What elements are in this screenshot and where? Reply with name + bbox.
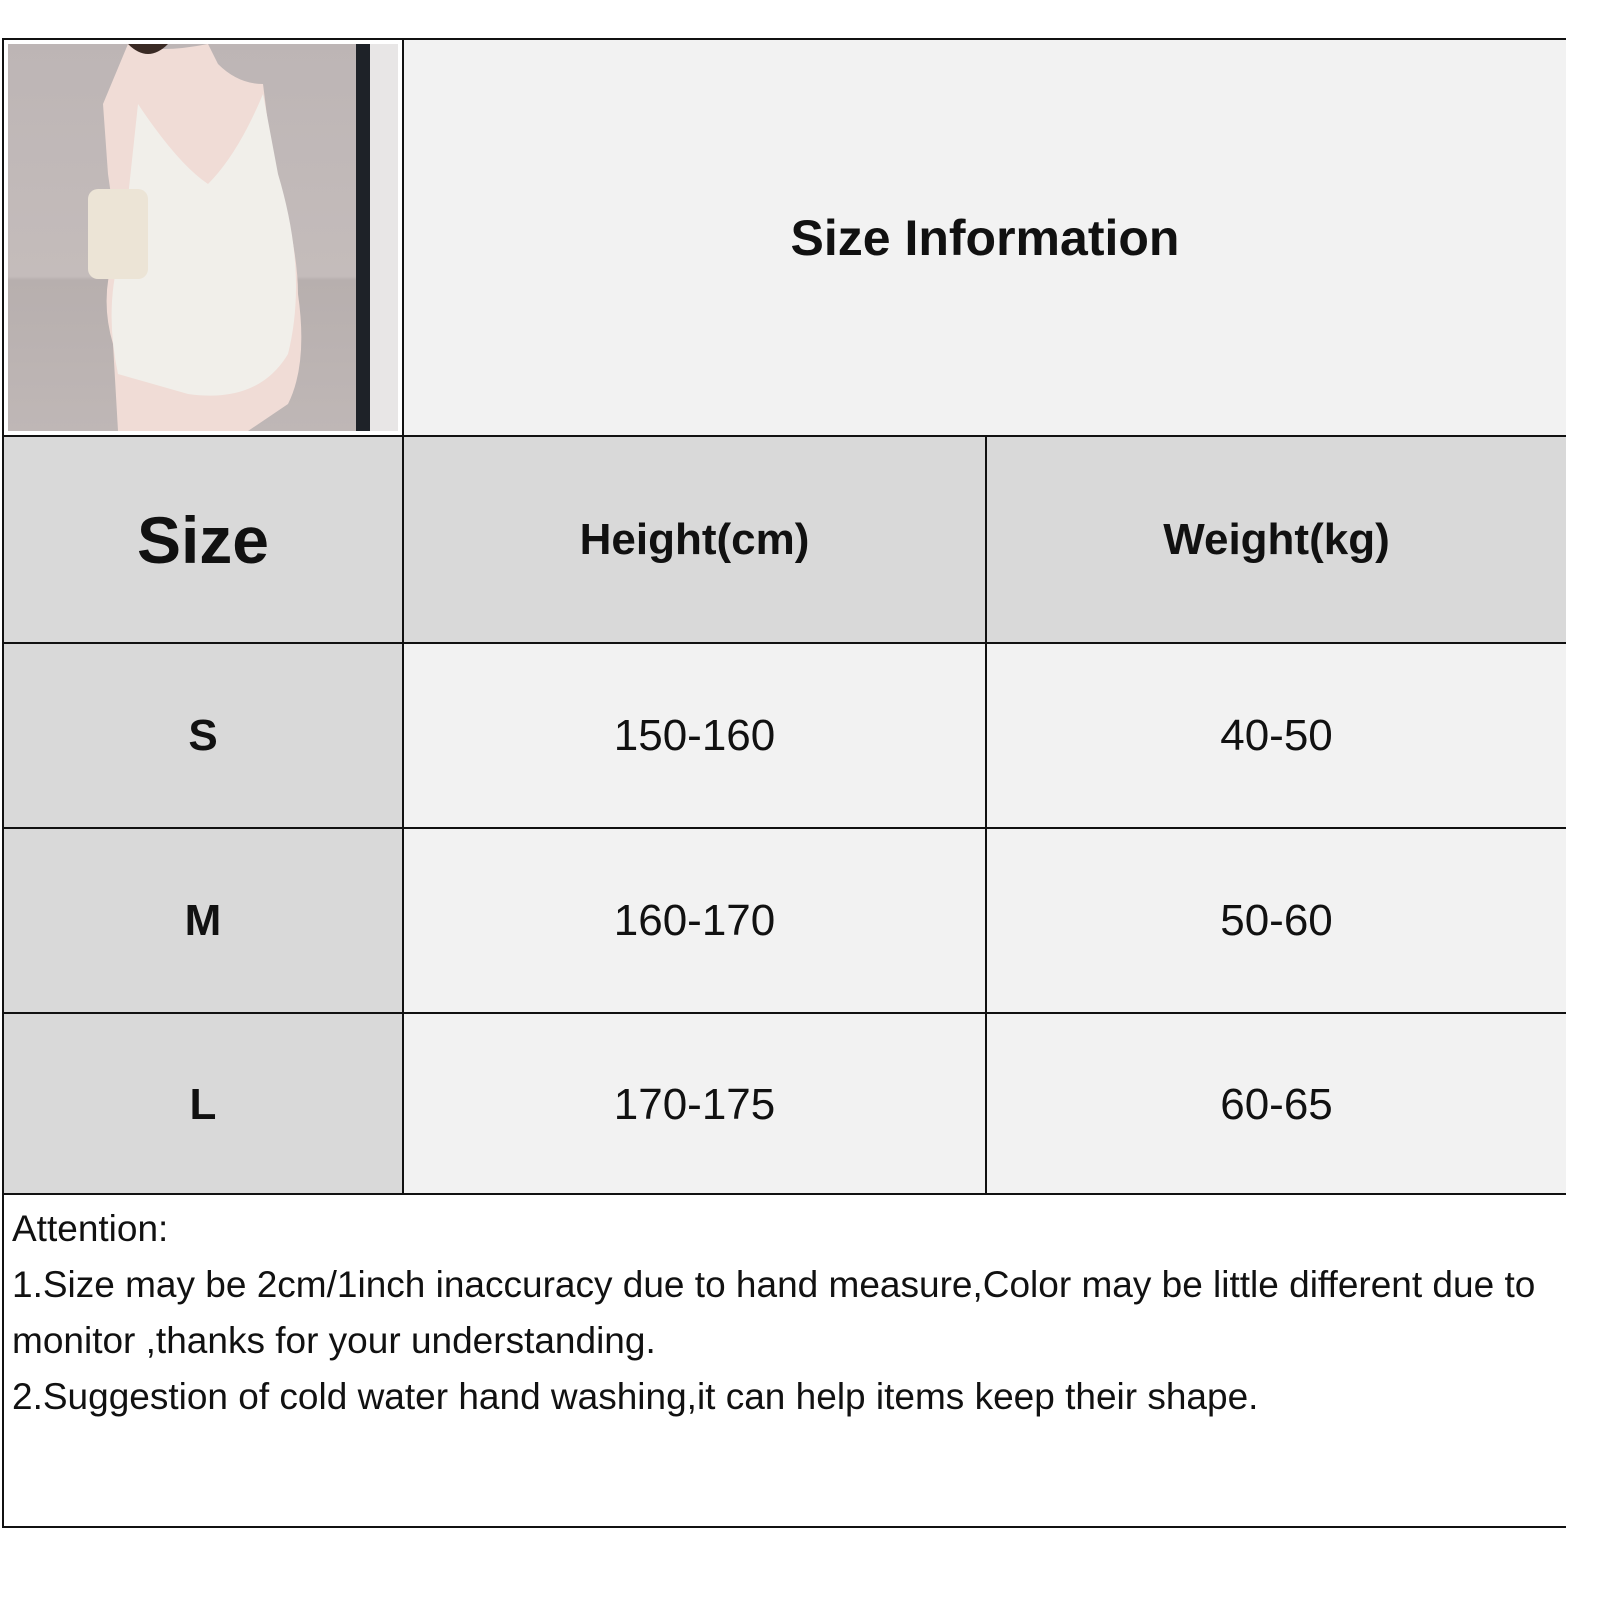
header-size: Size <box>4 435 402 642</box>
size-cell: S <box>4 642 402 827</box>
height-cell: 150-160 <box>402 642 985 827</box>
product-photo <box>4 40 402 435</box>
model-in-white-dress-illustration <box>88 44 398 431</box>
header-weight: Weight(kg) <box>985 435 1566 642</box>
note-line: 1.Size may be 2cm/1inch inaccuracy due t… <box>12 1264 1536 1361</box>
header-height: Height(cm) <box>402 435 985 642</box>
page-title: Size Information <box>402 40 1566 435</box>
dress-image <box>8 44 398 431</box>
note-line: 2.Suggestion of cold water hand washing,… <box>12 1376 1259 1417</box>
height-cell: 160-170 <box>402 827 985 1012</box>
size-chart: Size Information Size Height(cm) Weight(… <box>2 38 1566 1528</box>
size-cell: L <box>4 1012 402 1195</box>
weight-cell: 60-65 <box>985 1012 1566 1195</box>
size-cell: M <box>4 827 402 1012</box>
weight-cell: 40-50 <box>985 642 1566 827</box>
notes-heading: Attention: <box>12 1208 169 1249</box>
table-row: S 150-160 40-50 <box>4 642 1566 827</box>
table-row: L 170-175 60-65 <box>4 1012 1566 1195</box>
weight-cell: 50-60 <box>985 827 1566 1012</box>
attention-notes: Attention: 1.Size may be 2cm/1inch inacc… <box>4 1193 1566 1526</box>
height-cell: 170-175 <box>402 1012 985 1195</box>
table-row: M 160-170 50-60 <box>4 827 1566 1012</box>
